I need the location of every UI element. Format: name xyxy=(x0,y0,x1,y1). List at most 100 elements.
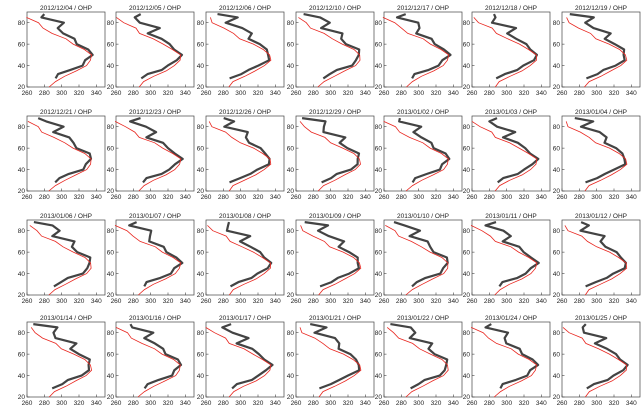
plot-frame xyxy=(26,321,106,398)
model-curve xyxy=(298,17,361,88)
y-tick-label: 20 xyxy=(197,84,205,91)
panel: 2012/12/29 / OHP 20 40 60 80 260 280 300 320 340 xyxy=(287,109,375,201)
y-tick-label: 20 xyxy=(287,188,295,195)
y-tick-label: 20 xyxy=(463,188,471,195)
y-tick-label: 60 xyxy=(197,249,205,256)
y-tick-label: 20 xyxy=(18,84,26,91)
panel: 2013/01/22 / OHP 20 40 60 80 260 280 300 320 340 xyxy=(375,315,463,407)
x-tick-label: 280 xyxy=(484,298,495,305)
x-tick-label: 260 xyxy=(379,400,390,407)
lidar-curve xyxy=(40,13,94,79)
lidar-curve xyxy=(484,221,540,288)
model-curve xyxy=(383,121,449,192)
y-tick-label: 40 xyxy=(197,63,205,70)
x-tick-label: 300 xyxy=(413,400,424,407)
x-tick-label: 340 xyxy=(180,400,191,407)
x-tick-label: 340 xyxy=(448,400,459,407)
panel: 2012/12/19 / OHP 20 40 60 80 260 280 300 320 340 xyxy=(553,5,641,97)
x-tick-label: 320 xyxy=(343,298,354,305)
y-tick-label: 40 xyxy=(197,167,205,174)
model-curve xyxy=(470,327,538,398)
model-curve xyxy=(471,121,538,192)
x-tick-label: 260 xyxy=(557,194,568,201)
model-curve xyxy=(300,225,362,296)
x-tick-label: 260 xyxy=(201,400,212,407)
plot-frame xyxy=(115,115,195,192)
panel: 2012/12/18 / OHP 20 40 60 80 260 280 300 320 340 xyxy=(463,5,551,97)
y-tick-label: 40 xyxy=(197,373,205,380)
y-tick-label: 40 xyxy=(287,63,295,70)
x-tick-label: 300 xyxy=(56,400,67,407)
x-tick-label: 280 xyxy=(308,298,319,305)
panel-title: 2013/01/25 / OHP xyxy=(575,315,627,322)
x-tick-label: 340 xyxy=(180,90,191,97)
panel: 2013/01/11 / OHP 20 40 60 80 260 280 300 320 340 xyxy=(463,213,551,305)
x-tick-label: 260 xyxy=(379,90,390,97)
lidar-curve xyxy=(484,323,540,389)
x-tick-label: 320 xyxy=(163,400,174,407)
x-tick-label: 280 xyxy=(574,400,585,407)
x-tick-label: 300 xyxy=(145,298,156,305)
panel: 2012/12/04 / OHP 20 40 60 80 260 280 300 320 340 xyxy=(18,5,106,97)
y-tick-label: 80 xyxy=(375,228,383,235)
y-tick-label: 80 xyxy=(107,330,115,337)
y-tick-label: 20 xyxy=(18,188,26,195)
panel: 2013/01/06 / OHP 20 40 60 80 260 280 300 320 340 xyxy=(18,213,106,305)
plot-frame xyxy=(561,11,641,88)
panel-title: 2013/01/17 / OHP xyxy=(219,315,271,322)
panel-title: 2012/12/29 / OHP xyxy=(309,109,361,116)
panel-title: 2012/12/26 / OHP xyxy=(219,109,271,116)
y-tick-label: 80 xyxy=(463,20,471,27)
lidar-curve xyxy=(225,221,273,288)
y-tick-label: 20 xyxy=(197,188,205,195)
x-tick-label: 320 xyxy=(343,194,354,201)
x-tick-label: 280 xyxy=(396,298,407,305)
x-tick-label: 300 xyxy=(501,298,512,305)
model-curve xyxy=(26,17,93,88)
x-tick-label: 300 xyxy=(235,298,246,305)
model-curve xyxy=(299,121,361,192)
x-tick-label: 260 xyxy=(467,194,478,201)
y-tick-label: 40 xyxy=(463,63,471,70)
x-tick-label: 280 xyxy=(39,298,50,305)
y-tick-label: 80 xyxy=(287,228,295,235)
panel-title: 2012/12/06 / OHP xyxy=(219,5,271,12)
x-tick-label: 320 xyxy=(431,90,442,97)
x-tick-label: 260 xyxy=(291,400,302,407)
x-tick-label: 320 xyxy=(163,298,174,305)
lidar-curve xyxy=(223,117,271,184)
panel-title: 2013/01/09 / OHP xyxy=(309,213,361,220)
panel-title: 2013/01/04 / OHP xyxy=(575,109,627,116)
model-curve xyxy=(299,327,362,398)
x-tick-label: 300 xyxy=(413,194,424,201)
panel: 2012/12/05 / OHP 20 40 60 80 260 280 300 320 340 xyxy=(107,5,195,97)
x-tick-label: 300 xyxy=(235,400,246,407)
x-tick-label: 280 xyxy=(484,400,495,407)
y-tick-label: 60 xyxy=(287,249,295,256)
x-tick-label: 260 xyxy=(111,194,122,201)
y-tick-label: 80 xyxy=(375,330,383,337)
x-tick-label: 340 xyxy=(270,90,281,97)
x-tick-label: 260 xyxy=(111,400,122,407)
y-tick-label: 20 xyxy=(107,84,115,91)
y-tick-label: 20 xyxy=(375,188,383,195)
y-tick-label: 80 xyxy=(197,124,205,131)
x-tick-label: 320 xyxy=(519,400,530,407)
x-tick-label: 320 xyxy=(253,400,264,407)
panel-title: 2013/01/10 / OHP xyxy=(397,213,449,220)
y-tick-label: 40 xyxy=(553,373,561,380)
lidar-curve xyxy=(37,117,93,184)
y-tick-label: 60 xyxy=(18,145,26,152)
plot-frame xyxy=(205,219,285,296)
y-tick-label: 60 xyxy=(287,41,295,48)
panel-title: 2012/12/21 / OHP xyxy=(40,109,92,116)
plot-frame xyxy=(26,219,106,296)
x-tick-label: 320 xyxy=(253,298,264,305)
panel-title: 2012/12/18 / OHP xyxy=(485,5,537,12)
x-tick-label: 320 xyxy=(431,400,442,407)
y-tick-label: 60 xyxy=(107,249,115,256)
y-tick-label: 40 xyxy=(18,167,26,174)
x-tick-label: 300 xyxy=(501,194,512,201)
model-curve xyxy=(565,121,628,192)
